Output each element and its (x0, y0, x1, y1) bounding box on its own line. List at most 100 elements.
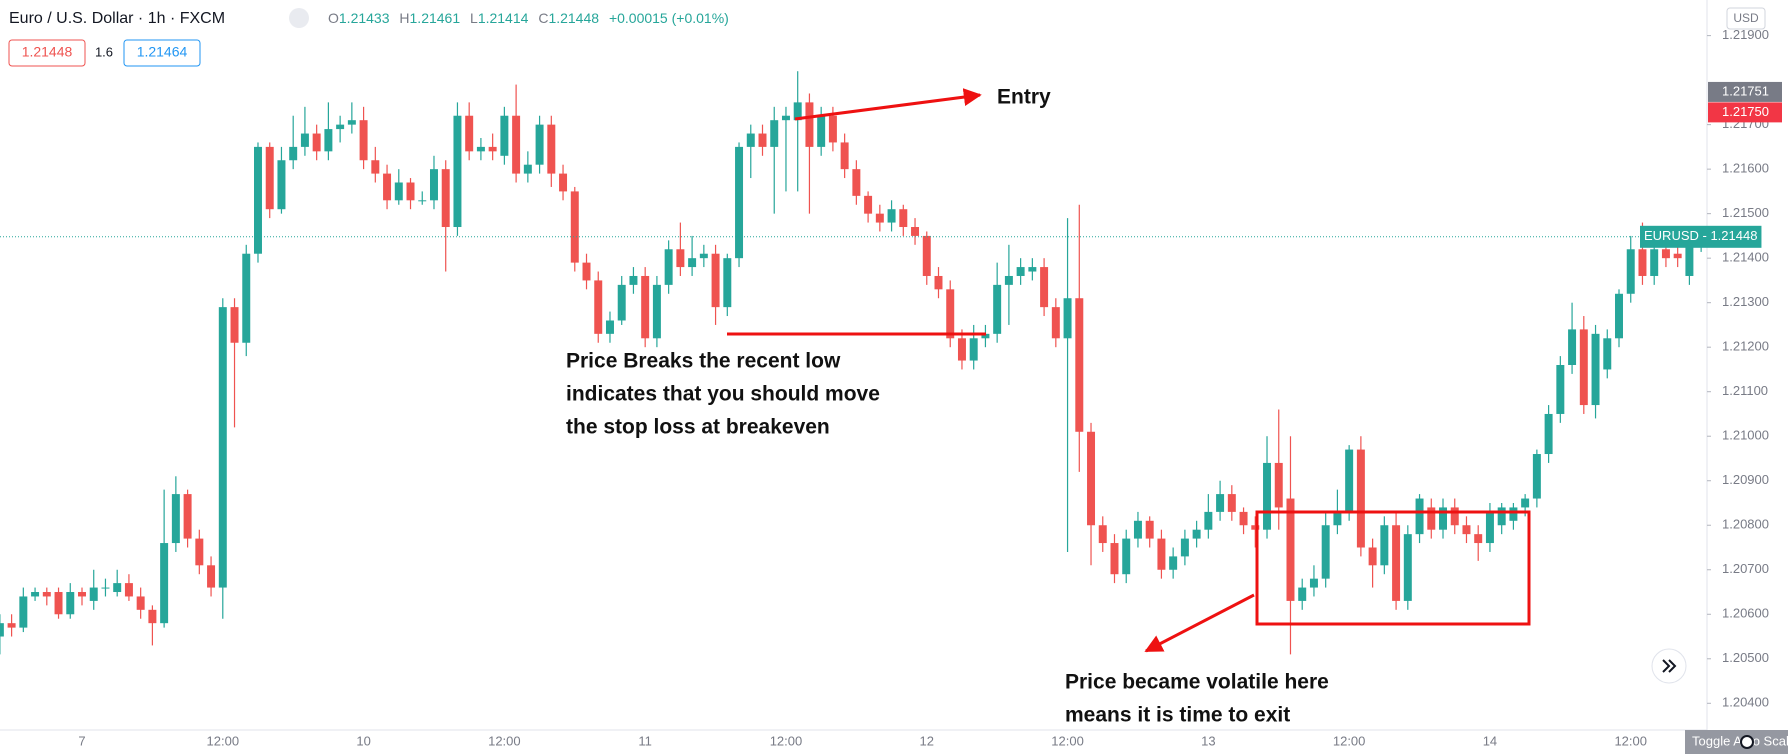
candle-body (1133, 520, 1142, 539)
candle-body (195, 538, 204, 566)
candle-body (1321, 525, 1330, 579)
sell-button[interactable] (8, 39, 86, 67)
toggle-auto-scale[interactable]: Toggle Auto Scale (1685, 730, 1788, 754)
candle-body (394, 182, 403, 201)
x-tick-label: 7 (78, 733, 85, 748)
candle-body (699, 253, 708, 259)
candle-body (383, 173, 392, 201)
toggle-label: Toggle Auto Scale (1692, 733, 1788, 748)
y-tick-label: 1.21000 (1722, 428, 1769, 443)
candle-body (617, 284, 626, 321)
candle-body (688, 258, 697, 268)
candle-body (735, 146, 744, 259)
candle-body (641, 275, 650, 339)
candle-body (1638, 249, 1647, 276)
y-tick-label: 1.21400 (1722, 250, 1769, 265)
candle-body (336, 124, 345, 130)
axes: 1.20400 1.20500 1.20600 1.20700 1.20800 1.209… (78, 27, 1769, 748)
candle-body (465, 115, 474, 152)
candle-body (559, 173, 568, 192)
exit-arrow (1144, 593, 1255, 653)
currency-button[interactable] (1726, 7, 1766, 30)
candle-body (1521, 498, 1530, 508)
candle-body (1356, 449, 1365, 548)
candle-body (101, 587, 110, 589)
candle-body (500, 115, 509, 156)
candle-body (817, 115, 826, 147)
candle-body (1204, 511, 1213, 530)
candle-body (1227, 494, 1236, 512)
candle-body (277, 160, 286, 210)
buy-button[interactable] (123, 39, 201, 67)
candle-body (488, 146, 497, 152)
candle-body (828, 115, 837, 143)
y-tick-label: 1.21300 (1722, 294, 1769, 309)
ohlc-key: O (328, 10, 339, 26)
candle-body (1251, 525, 1260, 530)
y-tick-label: 1.20800 (1722, 517, 1769, 532)
candle-body (171, 494, 180, 544)
candle-body (523, 164, 532, 174)
candle-body (1051, 307, 1060, 339)
exit-note: Price became volatile here (1065, 671, 1329, 694)
candle-body (1098, 525, 1107, 544)
candle-body (441, 169, 450, 228)
candle-body (1263, 462, 1272, 530)
x-tick-label: 12 (920, 733, 934, 748)
candle-body (242, 253, 251, 343)
candle-body (429, 169, 438, 201)
candle-body (570, 191, 579, 263)
candle-body (1626, 249, 1635, 294)
candle-body (605, 320, 614, 334)
break-note: the stop loss at breakeven (566, 416, 830, 439)
candle-body (230, 307, 239, 343)
candle-body (934, 275, 943, 290)
candle-body (758, 133, 767, 147)
scroll-icon (1662, 659, 1677, 673)
candle-body (136, 596, 145, 610)
candle-body (1615, 293, 1623, 339)
candle-body (54, 592, 63, 615)
candle-body (1485, 511, 1494, 544)
candle-body (1216, 494, 1225, 512)
y-tick-label: 1.20700 (1722, 561, 1769, 576)
candle-body (1145, 520, 1154, 539)
candle-body (1298, 587, 1307, 601)
candle-body (324, 129, 333, 152)
candle-body (1544, 413, 1553, 455)
candle-body (31, 592, 40, 597)
currency: USD (1733, 11, 1759, 25)
candle-body (1380, 525, 1389, 566)
candle-body (42, 592, 51, 597)
ohlc-key: H (399, 10, 409, 26)
candle-body (1392, 525, 1401, 601)
candle-body (66, 592, 75, 615)
y-tick-label: 1.20900 (1722, 472, 1769, 487)
ask-price: 1.21464 (137, 44, 188, 60)
candle-body (1169, 556, 1178, 570)
y-tick-label: 1.21500 (1722, 205, 1769, 220)
axis-marker-badge (1708, 81, 1782, 102)
candle-body (1110, 543, 1119, 575)
candle-body (160, 543, 169, 624)
candle-body (453, 115, 462, 228)
candle-body (406, 182, 415, 201)
ohlc-value: 1.21433 (339, 10, 390, 26)
ohlc-value: 1.21461 (410, 10, 461, 26)
ohlc-value: 1.21414 (478, 10, 529, 26)
axis-marker-badge (1708, 102, 1782, 123)
candle-body (300, 133, 309, 147)
candle-body (1603, 338, 1612, 370)
visibility-toggle[interactable] (289, 8, 309, 28)
candle-body (1087, 431, 1096, 526)
x-tick-label: 11 (638, 733, 652, 748)
candle-body (1661, 249, 1670, 259)
entry-label: Entry (997, 86, 1051, 109)
candle-body (124, 583, 133, 597)
candle-body (652, 284, 661, 339)
x-tick-label: 13 (1201, 733, 1215, 748)
x-tick-label: 12:00 (1333, 733, 1366, 748)
x-tick-label: 14 (1483, 733, 1497, 748)
ohlc-key: C (538, 10, 548, 26)
candle-body (993, 284, 1002, 334)
